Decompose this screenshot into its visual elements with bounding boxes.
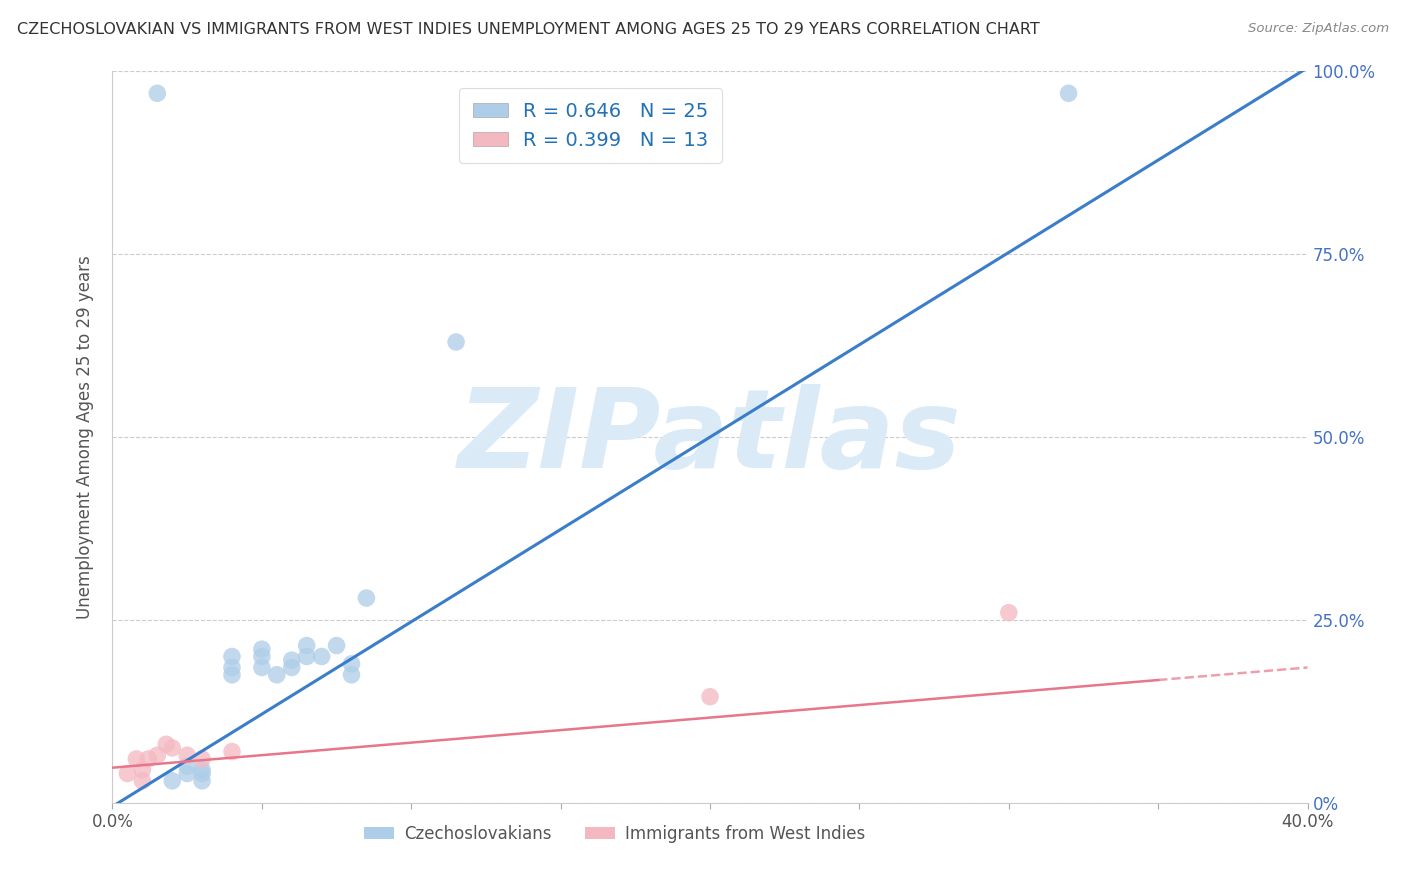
Point — [444, 334, 467, 349]
Point — [176, 766, 198, 780]
Point — [191, 763, 214, 777]
Point — [138, 752, 160, 766]
Point — [221, 667, 243, 681]
Y-axis label: Unemployment Among Ages 25 to 29 years: Unemployment Among Ages 25 to 29 years — [76, 255, 94, 619]
Point — [146, 748, 169, 763]
Point — [117, 766, 139, 780]
Point — [281, 660, 304, 674]
Point — [295, 639, 318, 653]
Legend: Czechoslovakians, Immigrants from West Indies: Czechoslovakians, Immigrants from West I… — [357, 818, 872, 849]
Point — [340, 667, 363, 681]
Point — [311, 649, 333, 664]
Point — [176, 759, 198, 773]
Point — [250, 660, 273, 674]
Point — [250, 642, 273, 657]
Point — [191, 773, 214, 788]
Point — [325, 639, 347, 653]
Point — [191, 766, 214, 780]
Point — [699, 690, 721, 704]
Point — [1057, 87, 1080, 101]
Point — [155, 737, 177, 751]
Point — [221, 745, 243, 759]
Text: ZIPatlas: ZIPatlas — [458, 384, 962, 491]
Point — [162, 773, 183, 788]
Point — [281, 653, 304, 667]
Point — [131, 763, 153, 777]
Point — [191, 752, 214, 766]
Point — [295, 649, 318, 664]
Point — [221, 660, 243, 674]
Point — [125, 752, 148, 766]
Text: CZECHOSLOVAKIAN VS IMMIGRANTS FROM WEST INDIES UNEMPLOYMENT AMONG AGES 25 TO 29 : CZECHOSLOVAKIAN VS IMMIGRANTS FROM WEST … — [17, 22, 1039, 37]
Point — [998, 606, 1021, 620]
Point — [250, 649, 273, 664]
Point — [176, 748, 198, 763]
Point — [266, 667, 288, 681]
Point — [356, 591, 378, 605]
Text: Source: ZipAtlas.com: Source: ZipAtlas.com — [1249, 22, 1389, 36]
Point — [162, 740, 183, 755]
Point — [221, 649, 243, 664]
Point — [131, 773, 153, 788]
Point — [146, 87, 169, 101]
Point — [340, 657, 363, 671]
